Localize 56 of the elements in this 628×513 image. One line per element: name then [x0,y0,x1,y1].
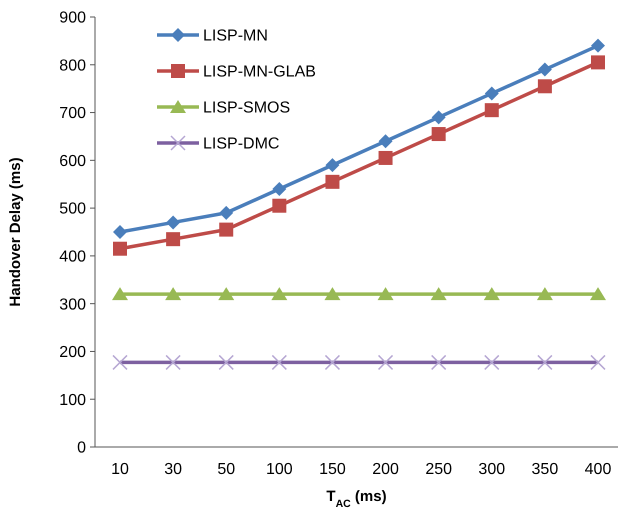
point [378,150,393,165]
y-tick-label: 0 [77,440,86,457]
point [484,86,499,100]
point [378,287,394,300]
y-tick-label: 100 [59,392,86,409]
point [166,232,180,246]
x-tick-label: 150 [319,461,346,478]
point [484,287,500,300]
x-tick-label: 350 [532,461,558,478]
point [536,287,553,300]
x-tick-label: 10 [111,461,129,478]
x-tick-label: 250 [425,461,452,478]
point [538,62,552,77]
point [325,158,340,172]
point [219,206,234,220]
x-tick-label: 400 [584,461,612,478]
point [538,79,552,94]
point [591,38,605,53]
point [218,287,234,300]
y-tick-label: 500 [59,200,86,218]
point [432,110,446,124]
point [590,287,606,300]
y-tick-label: 600 [59,152,86,170]
y-tick-label: 800 [59,57,86,74]
y-tick-label: 900 [59,10,86,27]
point [271,287,288,300]
legend-label: LISP-SMOS [203,100,290,117]
y-tick-label: 400 [59,248,86,266]
point [272,198,286,213]
point [324,287,340,300]
point [430,287,447,300]
legend-label: LISP-DMC [203,136,280,153]
point [484,103,499,118]
legend-label: LISP-MN-GLAB [203,64,316,81]
x-tick-label: 50 [217,461,236,478]
y-tick-label: 700 [59,105,86,122]
point [325,174,340,189]
point [113,242,127,256]
point [113,225,127,239]
y-tick-label: 300 [59,296,86,314]
point [591,55,605,70]
point [219,222,234,237]
point [432,127,446,142]
x-tick-label: 300 [478,461,506,478]
point [165,287,182,300]
point [166,215,180,230]
point [378,134,393,148]
x-axis-title: T$_{AC}$ (ms) [326,488,387,510]
y-axis-title: Handover Delay (ms) [7,157,24,307]
x-tick-label: 100 [266,461,293,478]
y-tick-label: 200 [59,344,86,362]
point [272,182,286,196]
x-tick-label: 30 [164,461,182,478]
x-tick-label: 200 [372,461,399,478]
point [112,287,128,300]
legend-label: LISP-MN [203,28,268,45]
